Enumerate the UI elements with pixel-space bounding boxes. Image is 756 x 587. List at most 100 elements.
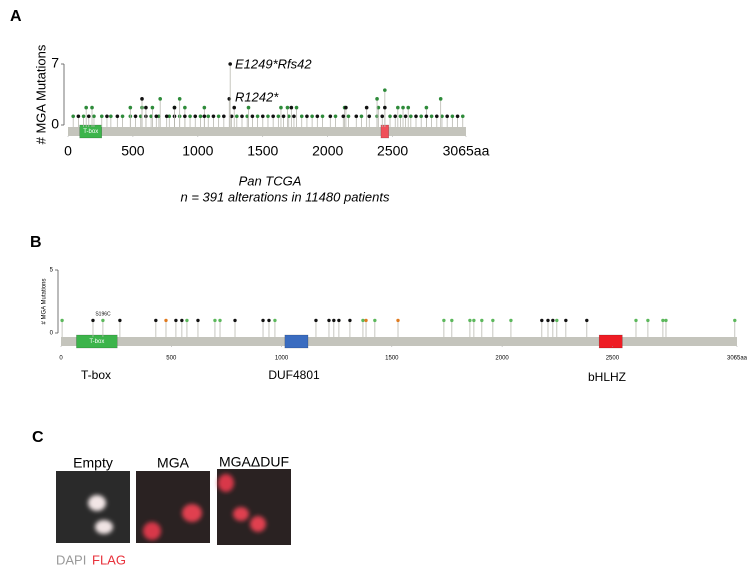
panel-label: A xyxy=(10,8,22,25)
lollipop-head xyxy=(396,105,400,110)
lollipop-head xyxy=(383,88,387,92)
lollipop-head xyxy=(90,105,94,110)
lollipop-head xyxy=(434,114,439,119)
lollipop-head xyxy=(60,318,64,323)
x-tick-label: 2500 xyxy=(377,143,408,159)
lollipop-head xyxy=(359,114,364,119)
lollipop-head xyxy=(445,114,449,119)
lollipop-head xyxy=(375,97,379,101)
lollipop-head xyxy=(240,114,244,119)
lollipop-head xyxy=(276,114,281,119)
lollipop-head xyxy=(218,318,222,323)
lollipop-head xyxy=(333,114,338,119)
lollipop-head xyxy=(480,318,484,323)
lollipop-head xyxy=(450,318,454,323)
lollipop-head xyxy=(271,114,275,119)
lollipop-head xyxy=(154,318,158,323)
lollipop-head xyxy=(250,114,255,119)
lollipop-head xyxy=(233,318,237,323)
lollipop-head xyxy=(328,114,333,119)
lollipop-head xyxy=(92,114,96,119)
lollipop-head xyxy=(424,105,429,110)
lollipop-head xyxy=(540,318,544,323)
domain xyxy=(79,124,103,139)
lollipop-head xyxy=(429,114,434,119)
lollipop-head xyxy=(551,318,555,323)
annotation: E1249*Rfs42 xyxy=(235,56,312,71)
lollipop-head xyxy=(332,318,336,323)
lollipop-head xyxy=(320,114,325,119)
lollipop-head xyxy=(337,318,341,323)
condition-label: MGA xyxy=(157,455,190,471)
x-tick-label: 0 xyxy=(64,143,72,159)
lollipop-head xyxy=(468,318,472,323)
x-tick-label: 1500 xyxy=(385,356,399,362)
domain-name: bHLHZ xyxy=(588,370,626,384)
chart-title: Pan TCGA xyxy=(239,173,302,188)
lollipop-head xyxy=(450,114,455,119)
nucleus xyxy=(250,516,266,532)
x-tick-label: 500 xyxy=(166,356,177,362)
lollipop-head xyxy=(419,114,424,119)
lollipop-head xyxy=(202,114,207,119)
lollipop-head xyxy=(164,318,168,323)
domain-label: T-box xyxy=(83,129,98,135)
lollipop-head xyxy=(158,97,162,101)
lollipop-head xyxy=(491,318,495,323)
lollipop-head xyxy=(472,318,476,323)
lollipop-head xyxy=(109,114,113,119)
lollipop-head xyxy=(380,114,385,119)
lollipop-head xyxy=(133,114,138,119)
x-tick-label: 0 xyxy=(59,356,63,362)
lollipop-head xyxy=(76,114,81,119)
lollipop-head xyxy=(185,318,189,323)
domain-name: T-box xyxy=(81,368,111,382)
lollipop-head xyxy=(281,114,286,119)
lollipop-head xyxy=(196,318,200,323)
nucleus xyxy=(143,522,161,540)
stain-label: FLAG xyxy=(92,552,126,567)
lollipop-head xyxy=(455,114,460,119)
domain-label: T-box xyxy=(89,339,104,345)
lollipop-head xyxy=(361,318,365,323)
chart-subtitle: n = 391 alterations in 11480 patients xyxy=(181,189,390,204)
x-tick-label: 1500 xyxy=(247,143,278,159)
microscopy: Empty MGA MGAΔDUF DAPI FLAG xyxy=(56,454,291,567)
lollipop-head xyxy=(438,97,443,101)
lollipop-head xyxy=(183,105,187,110)
lollipop-head xyxy=(314,318,318,323)
lollipop-head xyxy=(364,318,368,323)
lollipop-head xyxy=(235,114,239,119)
nucleus xyxy=(233,507,249,521)
lollipop-head xyxy=(188,114,192,119)
domain-name: DUF4801 xyxy=(268,368,320,382)
lollipop-head xyxy=(172,105,177,110)
y-axis-label: # MGA Mutations xyxy=(33,44,48,144)
lollipop-head xyxy=(99,114,104,119)
lollipop-head xyxy=(424,114,429,119)
y-tick-label: 7 xyxy=(51,55,59,71)
lollipop-head xyxy=(348,318,352,323)
lollipop-head xyxy=(101,318,105,323)
x-tick-label: 3065aa xyxy=(727,356,748,362)
annotation: R1242* xyxy=(235,89,279,104)
lollipop-head xyxy=(91,318,95,323)
lollipop-head xyxy=(255,114,260,119)
lollipop-head xyxy=(564,318,568,323)
lollipop-head xyxy=(222,114,226,119)
domain xyxy=(76,334,118,349)
protein-bar xyxy=(61,337,737,346)
lollipop-head xyxy=(81,114,86,119)
lollipop-head xyxy=(310,114,314,119)
lollipop-head xyxy=(260,114,265,119)
lollipop-head xyxy=(118,318,122,323)
lollipop-head xyxy=(86,114,91,119)
lollipop-head xyxy=(198,114,203,119)
condition-label: MGAΔDUF xyxy=(219,454,289,470)
lollipop-head xyxy=(273,318,277,323)
lollipop-head xyxy=(167,114,172,119)
lollipop-head xyxy=(634,318,638,323)
y-axis-label: # MGA Mutations xyxy=(42,278,48,324)
lollipop-head xyxy=(267,318,271,323)
